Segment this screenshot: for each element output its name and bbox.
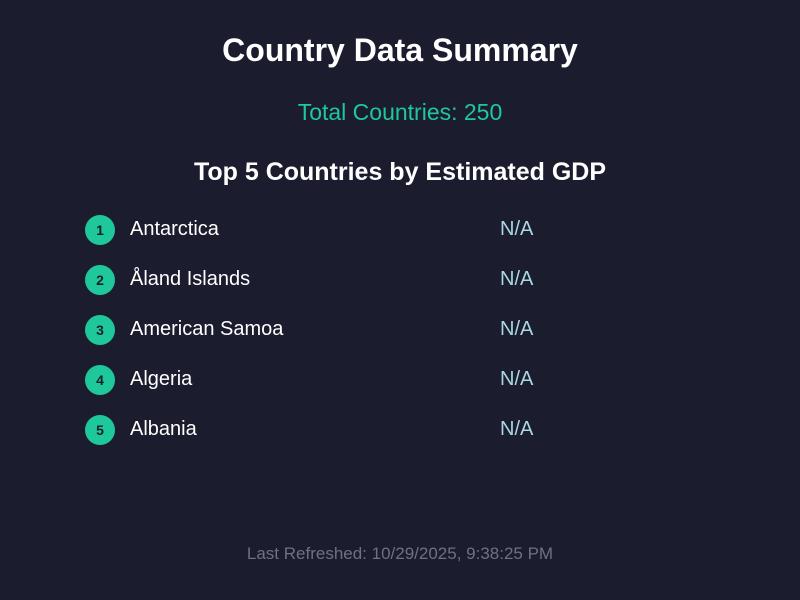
top-countries-list: 1 Antarctica N/A 2 Åland Islands N/A 3 A… — [85, 205, 715, 455]
rank-badge: 1 — [85, 215, 115, 245]
gdp-value: N/A — [500, 268, 534, 290]
page-title: Country Data Summary — [222, 32, 578, 68]
country-name: American Samoa — [130, 318, 284, 340]
country-name: Antarctica — [130, 218, 219, 240]
list-item: 5 Albania N/A — [85, 405, 715, 455]
country-name: Albania — [130, 418, 197, 440]
rank-badge: 2 — [85, 265, 115, 295]
country-name: Algeria — [130, 368, 193, 390]
gdp-value: N/A — [500, 418, 534, 440]
list-item: 3 American Samoa N/A — [85, 305, 715, 355]
total-countries-text: Total Countries: 250 — [297, 99, 503, 125]
rank-badge: 3 — [85, 315, 115, 345]
last-refreshed-timestamp: Last Refreshed: 10/29/2025, 9:38:25 PM — [246, 544, 554, 563]
list-item: 4 Algeria N/A — [85, 355, 715, 405]
gdp-value: N/A — [500, 368, 534, 390]
rank-badge: 5 — [85, 415, 115, 445]
gdp-value: N/A — [500, 318, 534, 340]
gdp-value: N/A — [500, 218, 534, 240]
top-countries-heading: Top 5 Countries by Estimated GDP — [193, 158, 607, 186]
rank-badge: 4 — [85, 365, 115, 395]
list-item: 1 Antarctica N/A — [85, 205, 715, 255]
list-item: 2 Åland Islands N/A — [85, 255, 715, 305]
country-name: Åland Islands — [130, 268, 251, 290]
